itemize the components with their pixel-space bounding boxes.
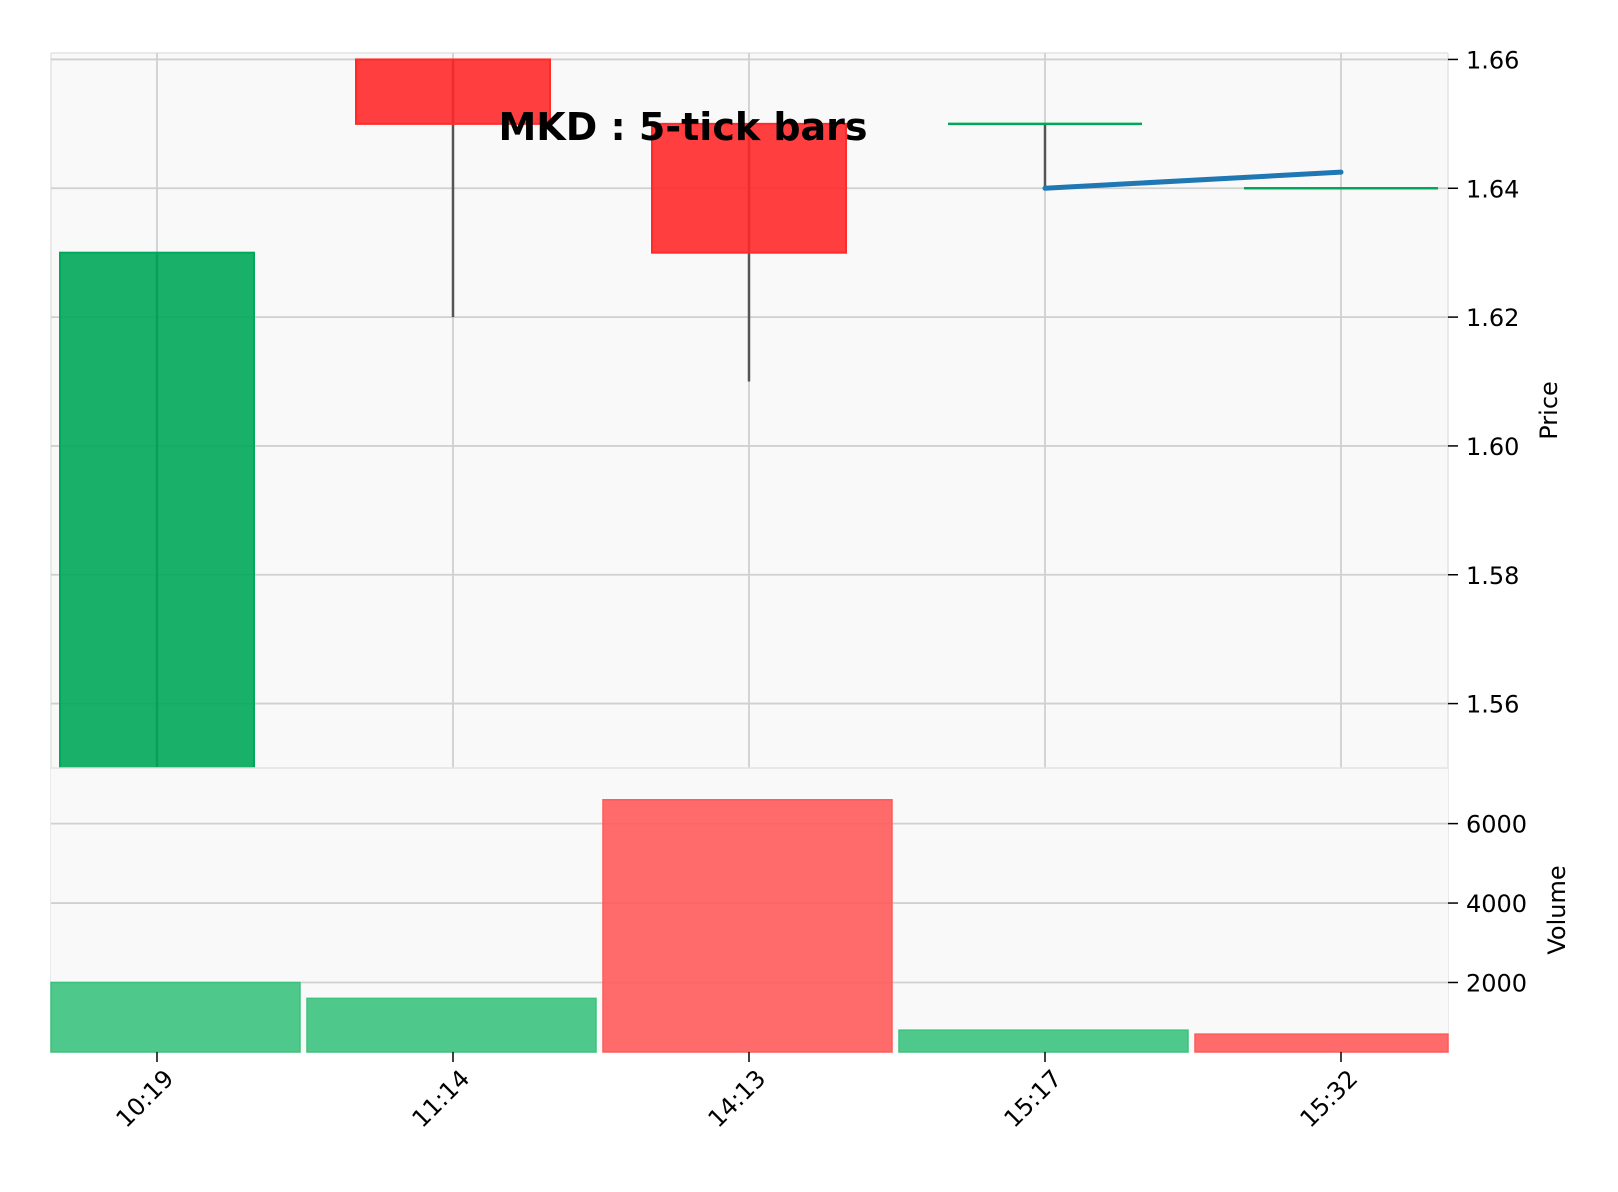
volume-bar bbox=[50, 981, 301, 1053]
x-axis: 10:19 11:14 14:13 15:17 15:32 bbox=[111, 1052, 1364, 1133]
x-tick-label: 15:17 bbox=[999, 1064, 1068, 1133]
volume-bar bbox=[898, 1029, 1189, 1053]
price-tick-label: 1.60 bbox=[1466, 433, 1519, 461]
x-tick-label: 10:19 bbox=[111, 1064, 180, 1133]
price-tick-label: 1.58 bbox=[1466, 562, 1519, 590]
price-axis-label: Price bbox=[1535, 381, 1563, 440]
x-tick-label: 15:32 bbox=[1295, 1064, 1364, 1133]
moving-average-line bbox=[1042, 169, 1344, 191]
price-tick-label: 1.64 bbox=[1466, 175, 1519, 203]
volume-tick-label: 4000 bbox=[1466, 890, 1527, 918]
candle-body bbox=[355, 58, 551, 125]
volume-bar bbox=[602, 799, 893, 1053]
price-tick-label: 1.56 bbox=[1466, 691, 1519, 719]
volume-panel: 2000 4000 6000 Volume bbox=[50, 767, 1571, 1053]
price-panel: 1.56 1.58 1.60 1.62 1.64 1.66 Price bbox=[50, 46, 1563, 1052]
volume-tick-label: 6000 bbox=[1466, 811, 1527, 839]
volume-bar bbox=[1194, 1033, 1449, 1053]
volume-tick-label: 2000 bbox=[1466, 969, 1527, 997]
chart-title: MKD : 5-tick bars bbox=[498, 105, 867, 149]
candle-body bbox=[651, 122, 847, 254]
x-tick-label: 14:13 bbox=[703, 1064, 772, 1133]
volume-bar bbox=[306, 997, 597, 1053]
volume-axis-label: Volume bbox=[1543, 865, 1571, 954]
candle-body bbox=[59, 251, 255, 769]
x-tick-label: 11:14 bbox=[407, 1064, 476, 1133]
price-tick-label: 1.66 bbox=[1466, 46, 1519, 74]
price-tick-label: 1.62 bbox=[1466, 304, 1519, 332]
